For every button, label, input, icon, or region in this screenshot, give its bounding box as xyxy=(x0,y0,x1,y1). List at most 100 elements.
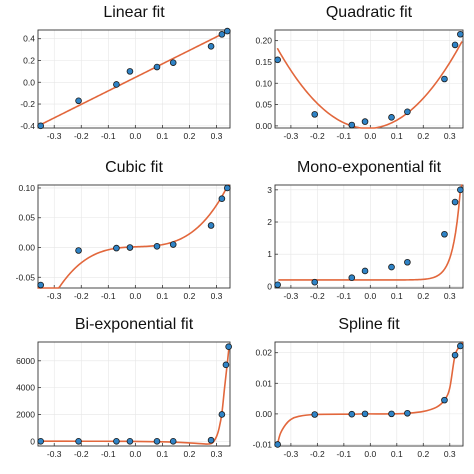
quadratic-fit-point-1 xyxy=(311,111,319,118)
spline-fit-title: Spline fit xyxy=(338,316,400,333)
quadratic-fit-xtick-label-3: 0.0 xyxy=(364,131,376,141)
quadratic-fit-xtick-label-5: 0.2 xyxy=(417,131,429,141)
linear-fit-point-2 xyxy=(113,81,120,88)
linear-fit-point-8 xyxy=(223,27,231,35)
cubic-fit-point-3 xyxy=(126,244,134,251)
spline-fit-xtick-label-4: 0.1 xyxy=(391,449,403,459)
mono-exponential-fit-xtick-label-0: -0.3 xyxy=(284,291,299,301)
spline-fit-ytick-label-0: -0.01 xyxy=(253,439,273,449)
mono-exponential-fit-point-4 xyxy=(388,263,395,271)
bi-exponential-fit-xtick-label-5: 0.2 xyxy=(184,449,196,459)
quadratic-fit-frame xyxy=(274,29,464,129)
spline-fit-xtick-label-0: -0.3 xyxy=(284,449,299,459)
quadratic-fit-ytick-label-3: 0.15 xyxy=(255,57,272,67)
mono-exponential-fit-ytick-label-0: 0 xyxy=(267,281,272,291)
bi-exponential-fit-point-5 xyxy=(169,438,177,445)
bi-exponential-fit-xtick-label-1: -0.2 xyxy=(74,449,89,459)
spline-fit-ytick-label-2: 0.01 xyxy=(255,378,272,388)
mono-exponential-fit-point-3 xyxy=(361,267,369,275)
mono-exponential-fit-ytick-label-3: 3 xyxy=(267,185,272,195)
bi-exponential-fit-point-7 xyxy=(218,411,226,418)
bi-exponential-fit-point-6 xyxy=(207,436,215,444)
spline-fit-frame xyxy=(274,341,464,447)
cubic-fit-point-8 xyxy=(223,184,231,192)
spline-fit-point-8 xyxy=(457,342,464,350)
spline-fit-point-4 xyxy=(388,410,395,418)
spline-fit-point-2 xyxy=(348,410,356,418)
cubic-fit-frame xyxy=(37,184,231,289)
bi-exponential-fit-ytick-label-0: 0 xyxy=(30,436,35,446)
linear-fit-point-3 xyxy=(126,68,134,75)
mono-exponential-fit-point-5 xyxy=(404,258,411,266)
linear-fit-fit-line xyxy=(37,29,230,127)
cubic-fit-point-2 xyxy=(113,244,120,252)
cubic-fit-fit-line xyxy=(37,184,230,289)
linear-fit-xtick-label-1: -0.2 xyxy=(74,131,89,141)
linear-fit-xtick-label-4: 0.1 xyxy=(156,131,168,141)
bi-exponential-fit-point-9 xyxy=(225,343,232,350)
linear-fit-panel: Linear fit -0.3 -0.2 -0.1 0.0 0.1 0.2 0.3 -0.4 -0… xyxy=(20,4,231,141)
linear-fit-point-6 xyxy=(207,43,215,50)
linear-fit-ytick-label-1: -0.2 xyxy=(20,99,35,109)
linear-fit-point-0 xyxy=(37,122,45,130)
quadratic-fit-point-2 xyxy=(348,121,356,129)
spline-fit-xtick-label-6: 0.3 xyxy=(444,449,456,459)
cubic-fit-xtick-label-0: -0.3 xyxy=(47,291,62,301)
quadratic-fit-xtick-label-6: 0.3 xyxy=(444,131,456,141)
quadratic-fit-ytick-label-1: 0.05 xyxy=(255,100,272,110)
bi-exponential-fit-ytick-label-3: 6000 xyxy=(16,356,35,366)
bi-exponential-fit-xtick-label-3: 0.0 xyxy=(129,449,141,459)
mono-exponential-fit-point-8 xyxy=(457,186,464,194)
linear-fit-point-4 xyxy=(153,63,161,71)
spline-fit-ytick-label-1: 0.00 xyxy=(255,409,272,419)
spline-fit-xtick-label-2: -0.1 xyxy=(337,449,352,459)
cubic-fit-point-5 xyxy=(169,241,177,248)
linear-fit-point-5 xyxy=(169,59,177,66)
cubic-fit-point-1 xyxy=(75,247,82,254)
mono-exponential-fit-point-2 xyxy=(348,274,356,282)
mono-exponential-fit-title: Mono-exponential fit xyxy=(297,159,442,176)
mono-exponential-fit-xtick-label-4: 0.1 xyxy=(391,291,403,301)
linear-fit-point-1 xyxy=(75,97,82,105)
bi-exponential-fit-fit-line xyxy=(39,344,230,445)
cubic-fit-point-0 xyxy=(37,281,45,289)
mono-exponential-fit-panel: Mono-exponential fit -0.3 -0.2 -0.1 0.0 0.1 0.… xyxy=(267,159,464,301)
quadratic-fit-ytick-label-4: 0.20 xyxy=(255,36,272,46)
cubic-fit-xtick-label-6: 0.3 xyxy=(211,291,223,301)
linear-fit-xtick-label-6: 0.3 xyxy=(211,131,223,141)
cubic-fit-xtick-label-2: -0.1 xyxy=(101,291,116,301)
quadratic-fit-xtick-label-0: -0.3 xyxy=(284,131,299,141)
cubic-fit-ytick-label-2: 0.05 xyxy=(18,213,35,223)
quadratic-fit-point-3 xyxy=(361,118,369,125)
bi-exponential-fit-point-0 xyxy=(37,438,45,445)
linear-fit-title: Linear fit xyxy=(103,4,165,21)
bi-exponential-fit-xtick-label-4: 0.1 xyxy=(156,449,168,459)
linear-fit-ytick-label-0: -0.4 xyxy=(20,121,35,131)
bi-exponential-fit-point-2 xyxy=(113,438,120,445)
bi-exponential-fit-point-1 xyxy=(75,438,82,445)
linear-fit-point-7 xyxy=(218,31,226,38)
linear-fit-xtick-label-3: 0.0 xyxy=(129,131,141,141)
bi-exponential-fit-ytick-label-2: 4000 xyxy=(16,383,35,393)
spline-fit-point-5 xyxy=(404,409,411,417)
quadratic-fit-point-7 xyxy=(451,41,459,49)
cubic-fit-point-4 xyxy=(153,243,161,250)
quadratic-fit-ytick-label-0: 0.00 xyxy=(255,121,272,131)
quadratic-fit-point-6 xyxy=(441,75,448,83)
spline-fit-xtick-label-3: 0.0 xyxy=(364,449,376,459)
bi-exponential-fit-point-3 xyxy=(126,438,134,445)
spline-fit-panel: Spline fit -0.3 -0.2 -0.1 0.0 0.1 0.2 0.3 -0.01 0… xyxy=(253,316,464,459)
quadratic-fit-point-0 xyxy=(274,56,281,64)
mono-exponential-fit-xtick-label-6: 0.3 xyxy=(444,291,456,301)
linear-fit-xtick-label-0: -0.3 xyxy=(47,131,62,141)
mono-exponential-fit-point-0 xyxy=(274,281,281,289)
cubic-fit-point-7 xyxy=(218,195,226,202)
mono-exponential-fit-xtick-label-3: 0.0 xyxy=(364,291,376,301)
quadratic-fit-fit-line xyxy=(276,41,463,129)
spline-fit-point-1 xyxy=(311,411,319,418)
spline-fit-point-3 xyxy=(361,410,369,418)
cubic-fit-xtick-label-1: -0.2 xyxy=(74,291,89,301)
cubic-fit-point-6 xyxy=(207,222,215,229)
linear-fit-ytick-label-2: 0.0 xyxy=(23,77,35,87)
quadratic-fit-xtick-label-2: -0.1 xyxy=(337,131,352,141)
